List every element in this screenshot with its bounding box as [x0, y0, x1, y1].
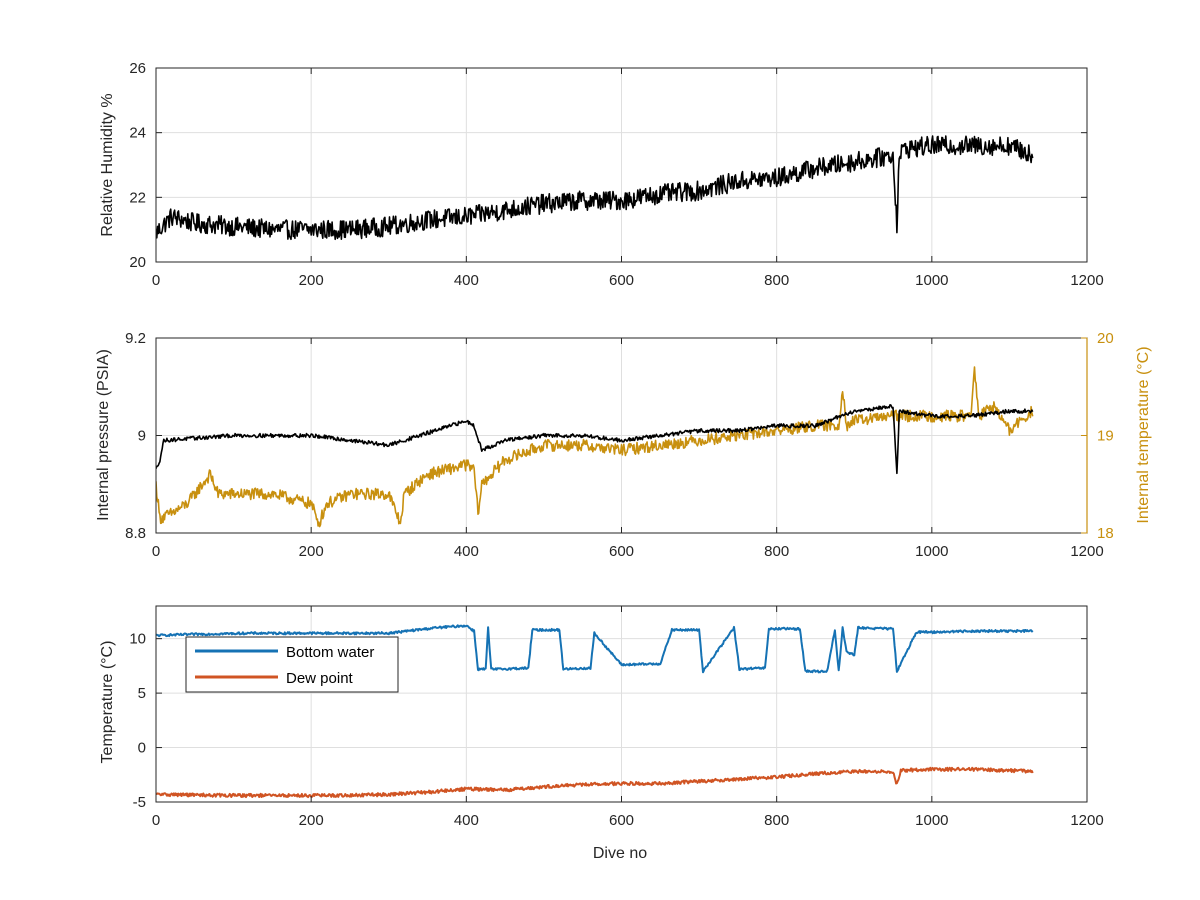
x-tick-label: 800	[764, 812, 789, 829]
legend-box	[185, 636, 399, 693]
y-tick-label: 9	[138, 428, 146, 445]
line-series-1-1	[156, 404, 1034, 475]
right-y-tick-label: 20	[1097, 330, 1114, 347]
x-tick-label: 0	[152, 543, 160, 560]
y-tick-label: 10	[129, 631, 146, 648]
x-tick-label: 1200	[1070, 812, 1103, 829]
x-tick-label: 400	[454, 543, 479, 560]
x-tick-label: 1000	[915, 272, 948, 289]
internal-temperature-ylabel: Internal temperature (°C)	[1135, 346, 1152, 523]
line-series-1-0	[156, 366, 1034, 528]
x-tick-label: 1000	[915, 543, 948, 560]
temperature-ylabel: Temperature (°C)	[99, 641, 116, 764]
pressure-ylabel: Internal pressure (PSIA)	[95, 349, 112, 521]
x-tick-label: 1200	[1070, 543, 1103, 560]
legend-label-bottom-water: Bottom water	[286, 644, 374, 661]
x-tick-label: 800	[764, 543, 789, 560]
x-tick-label: 200	[299, 812, 324, 829]
right-y-tick-label: 19	[1097, 428, 1114, 445]
line-dew-point	[156, 766, 1034, 799]
x-tick-label: 800	[764, 272, 789, 289]
y-tick-label: 5	[138, 685, 146, 702]
y-tick-label: 24	[129, 125, 146, 142]
pressure-temperature-panel: Internal pressure (PSIA) Internal temper…	[95, 330, 1152, 560]
x-tick-label: 600	[609, 272, 634, 289]
line-bottom-water	[156, 624, 1034, 674]
x-tick-label: 600	[609, 812, 634, 829]
y-tick-label: 9.2	[125, 330, 146, 347]
x-tick-label: 0	[152, 812, 160, 829]
line-series-0-0	[156, 135, 1034, 241]
humidity-panel: Relative Humidity % 0 200 400 600 800 1000 120…	[99, 60, 1104, 289]
y-tick-label: 26	[129, 60, 146, 77]
x-tick-label: 0	[152, 272, 160, 289]
y-tick-label: 8.8	[125, 525, 146, 542]
y-tick-label: 20	[129, 254, 146, 271]
y-tick-label: 22	[129, 189, 146, 206]
x-tick-label: 200	[299, 272, 324, 289]
x-tick-label: 1200	[1070, 272, 1103, 289]
x-tick-label: 200	[299, 543, 324, 560]
legend: Bottom water Dew point	[185, 636, 399, 693]
x-tick-label: 600	[609, 543, 634, 560]
x-tick-label: 400	[454, 812, 479, 829]
legend-label-dew-point: Dew point	[286, 670, 354, 687]
humidity-ylabel: Relative Humidity %	[99, 93, 116, 236]
temperature-xlabel: Dive no	[593, 845, 647, 862]
right-y-tick-label: 18	[1097, 525, 1114, 542]
y-tick-label: 0	[138, 740, 146, 757]
x-tick-label: 1000	[915, 812, 948, 829]
x-tick-label: 400	[454, 272, 479, 289]
y-tick-label: -5	[133, 794, 146, 811]
